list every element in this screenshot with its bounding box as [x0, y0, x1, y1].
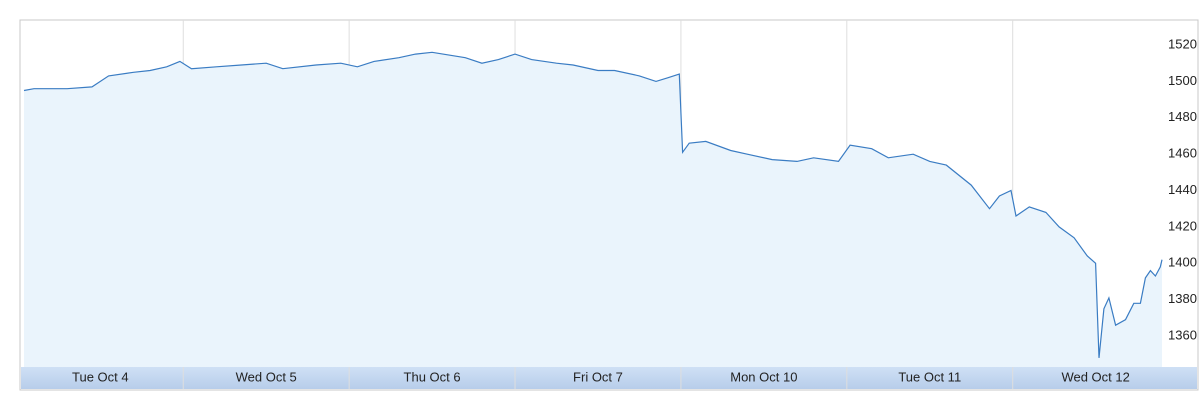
x-tick-label: Tue Oct 4: [72, 369, 129, 384]
y-tick-label: 1440: [1168, 182, 1197, 197]
x-tick-label: Tue Oct 11: [898, 369, 961, 384]
area-fill: [24, 52, 1162, 368]
x-tick-label: Fri Oct 7: [573, 369, 623, 384]
y-tick-label: 1480: [1168, 109, 1197, 124]
price-line: [23, 51, 1163, 358]
x-tick-label: Mon Oct 10: [730, 369, 797, 384]
y-tick-label: 1380: [1168, 291, 1197, 306]
x-tick-label: Wed Oct 5: [236, 369, 297, 384]
x-axis-band: [21, 367, 1197, 389]
x-tick-label: Thu Oct 6: [404, 369, 461, 384]
y-tick-label: 1420: [1168, 218, 1197, 233]
y-tick-label: 1520: [1168, 36, 1197, 51]
x-tick-label: Wed Oct 12: [1061, 369, 1129, 384]
y-tick-label: 1500: [1168, 73, 1197, 88]
y-tick-label: 1460: [1168, 146, 1197, 161]
y-tick-label: 1400: [1168, 255, 1197, 270]
y-tick-label: 1360: [1168, 328, 1197, 343]
